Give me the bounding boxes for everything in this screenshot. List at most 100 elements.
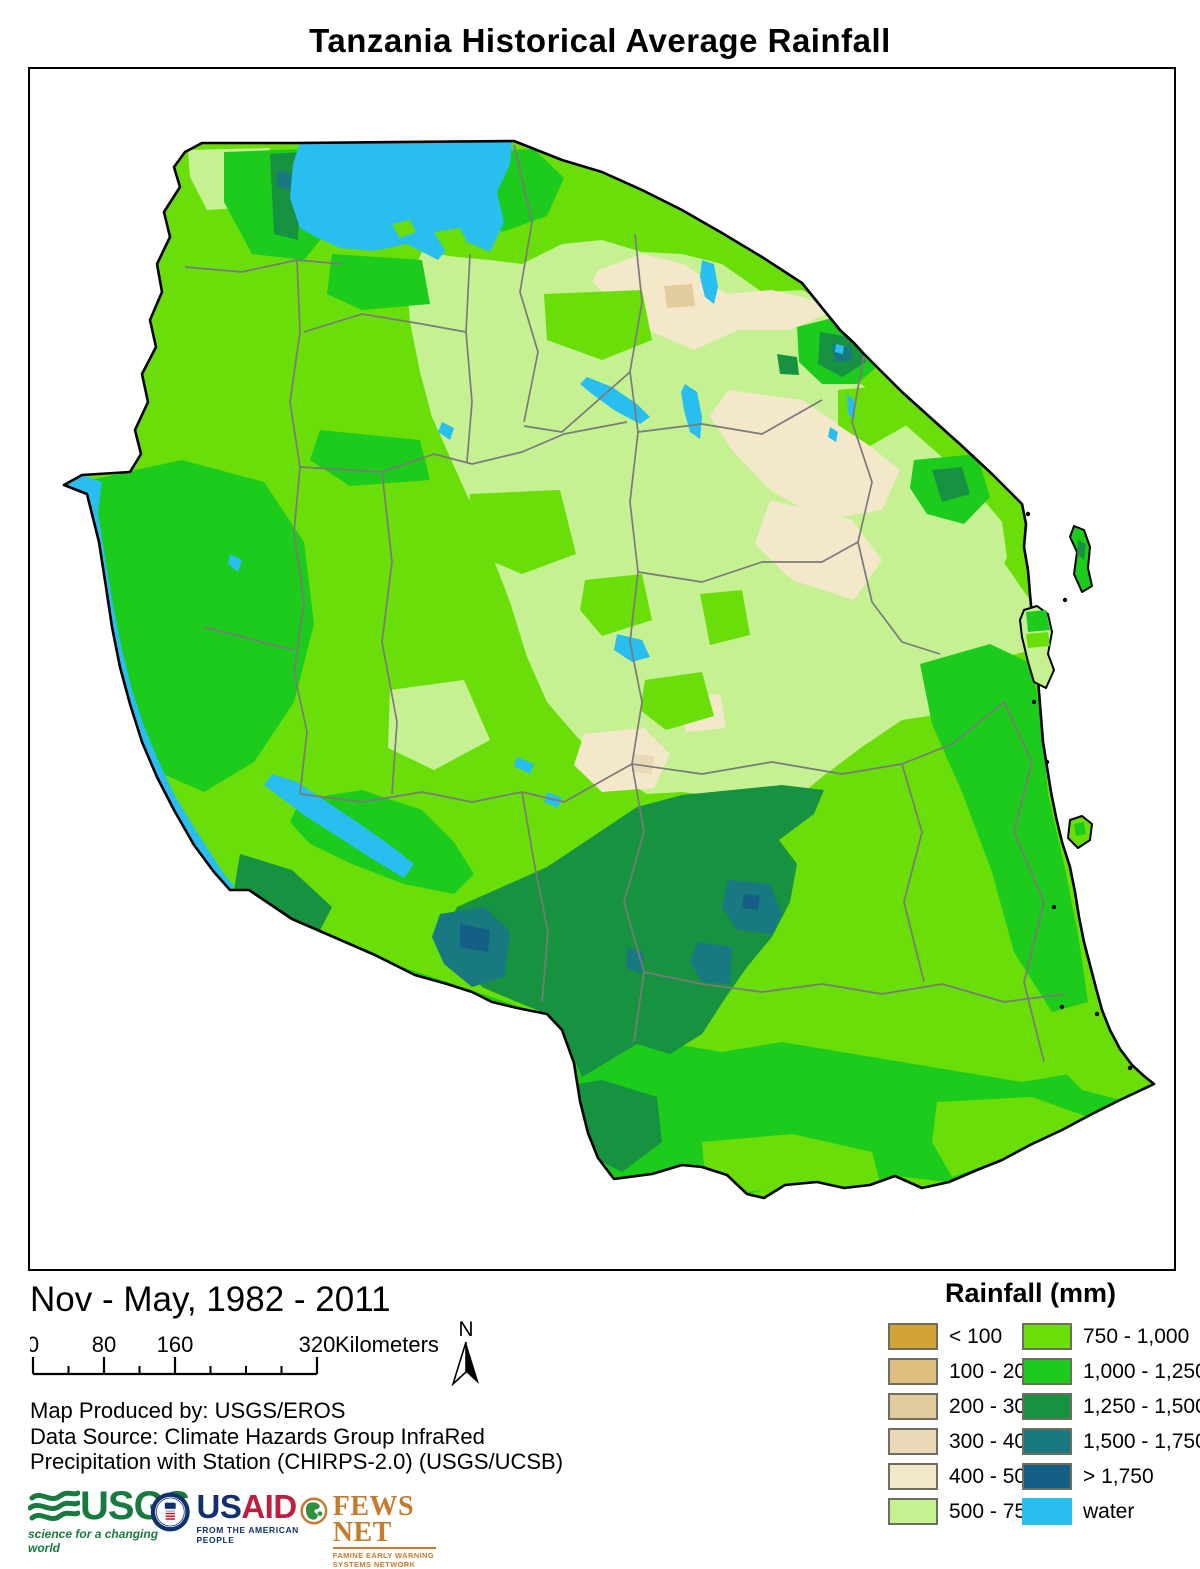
legend-label: 200 - 300: [949, 1394, 1038, 1418]
rainfall-zone: [640, 672, 714, 730]
scale-bar: 0 80 160 320 Kilometers: [30, 1332, 439, 1376]
legend-swatch-r500_750: [888, 1498, 938, 1525]
rainfall-zone: [574, 728, 670, 792]
island-zone: [1074, 822, 1086, 836]
region-boundary: [184, 259, 343, 273]
lake: [438, 422, 454, 440]
region-boundary: [289, 259, 308, 795]
legend-item: < 100: [888, 1323, 1022, 1350]
legend-label: 100 - 200: [949, 1359, 1038, 1383]
rainfall-zone: [460, 924, 490, 952]
rainfall-zone: [234, 854, 332, 946]
island-zone: [1077, 540, 1086, 560]
north-arrow-icon: [451, 1341, 479, 1387]
legend-item: 500 - 750: [888, 1498, 1038, 1525]
attribution: Map Produced by: USGS/EROS Data Source: …: [30, 1398, 563, 1475]
legend-label: 1,500 - 1,750: [1083, 1429, 1200, 1453]
legend-item: 1,500 - 1,750: [1022, 1428, 1200, 1455]
rainfall-zone: [700, 590, 750, 645]
north-label: N: [458, 1318, 474, 1341]
region-boundary: [521, 791, 549, 1003]
legend-swatch-water: [1022, 1498, 1072, 1525]
legend-item: water: [1022, 1498, 1200, 1525]
islet-speck: [1094, 1011, 1100, 1017]
rainfall-zone: [932, 467, 970, 502]
lake-island: [392, 220, 416, 238]
island-zone: [1026, 610, 1050, 632]
period-label: Nov - May, 1982 - 2011: [30, 1280, 391, 1319]
rainfall-zone: [592, 254, 830, 350]
lake: [264, 774, 414, 878]
scale-tick-label: 0: [30, 1332, 39, 1357]
legend-column-right: 750 - 1,000 1,000 - 1,250 1,250 - 1,500 1,5…: [1022, 1323, 1200, 1525]
rainfall-zone: [755, 500, 882, 600]
legend-swatch-r750_1000: [1022, 1323, 1072, 1350]
rainfall-zone: [276, 170, 292, 190]
tanzania-rainfall-map: [62, 139, 1156, 1200]
legend-label: < 100: [949, 1324, 1003, 1348]
rainfall-zone: [327, 254, 430, 310]
attribution-line: Map Produced by: USGS/EROS: [30, 1398, 346, 1423]
islet-speck: [1059, 1004, 1065, 1010]
rainfall-zone: [936, 560, 1032, 660]
lake: [700, 260, 718, 304]
rainfall-zone: [742, 894, 760, 910]
usaid-seal-icon: [150, 1492, 190, 1532]
rainfall-legend: Rainfall (mm) < 100 100 - 200 200 - 300 300…: [888, 1278, 1200, 1525]
island: [1069, 525, 1093, 593]
legend-swatch-r300_400: [888, 1428, 938, 1455]
lake: [228, 554, 242, 572]
usaid-tagline: FROM THE AMERICAN PEOPLE: [196, 1525, 299, 1545]
fewsnet-tagline: FAMINE EARLY WARNING SYSTEMS NETWORK: [332, 1551, 435, 1569]
islet-speck: [1051, 904, 1057, 910]
region-boundary: [623, 763, 645, 1043]
fewsnet-globe-icon: [300, 1497, 328, 1525]
fewsnet-wordmark: FEWS NET: [332, 1493, 437, 1549]
islet-speck: [1062, 597, 1068, 603]
region-boundary: [513, 144, 539, 423]
region-boundary: [901, 763, 925, 983]
legend-label: water: [1083, 1499, 1135, 1523]
lake-island: [434, 228, 468, 252]
legend-swatch-r400_500: [888, 1463, 938, 1490]
fewsnet-logo: FEWS NET FAMINE EARLY WARNING SYSTEMS NE…: [300, 1486, 437, 1569]
scale-unit-label: Kilometers: [335, 1332, 439, 1357]
region-boundary: [303, 313, 467, 333]
legend-column-left: < 100 100 - 200 200 - 300 300 - 400 400 - 50…: [888, 1323, 1038, 1525]
islet-speck: [1025, 511, 1031, 517]
region-boundary: [631, 701, 1005, 775]
rainfall-zone: [544, 290, 652, 360]
legend-title: Rainfall (mm): [944, 1278, 1117, 1308]
lake: [580, 377, 650, 424]
region-boundary: [299, 763, 633, 803]
legend-item: 200 - 300: [888, 1393, 1038, 1420]
islet-speck: [1044, 759, 1050, 765]
island-zone: [1026, 632, 1050, 648]
legend-swatch-r1250_1500: [1022, 1393, 1072, 1420]
map-canvas: [28, 67, 1176, 1271]
rainfall-zone: [310, 430, 430, 486]
legend-item: 300 - 400: [888, 1428, 1038, 1455]
legend-label: 500 - 750: [949, 1499, 1038, 1523]
rainfall-zone: [664, 284, 695, 308]
legend-swatch-lt100: [888, 1323, 938, 1350]
rainfall-zone: [580, 574, 652, 636]
legend-item: > 1,750: [1022, 1463, 1200, 1490]
scale-tick-label: 320: [299, 1332, 336, 1357]
legend-label: 750 - 1,000: [1083, 1324, 1190, 1348]
lake: [835, 344, 844, 354]
scale-tick-label: 160: [157, 1332, 194, 1357]
rainfall-zone: [702, 1134, 882, 1192]
legend-label: > 1,750: [1083, 1464, 1154, 1488]
scale-tick-label: 80: [92, 1332, 116, 1357]
region-boundary: [637, 541, 859, 583]
rainfall-zone: [88, 460, 314, 792]
rainfall-zone: [932, 1097, 1102, 1177]
north-arrow: N: [448, 1318, 484, 1391]
rainfall-zone: [407, 240, 1012, 822]
lake: [64, 475, 234, 890]
region-boundary: [203, 626, 295, 651]
legend-item: 400 - 500: [888, 1463, 1038, 1490]
islet-speck: [1127, 1065, 1133, 1071]
legend-swatch-r100_200: [888, 1358, 938, 1385]
